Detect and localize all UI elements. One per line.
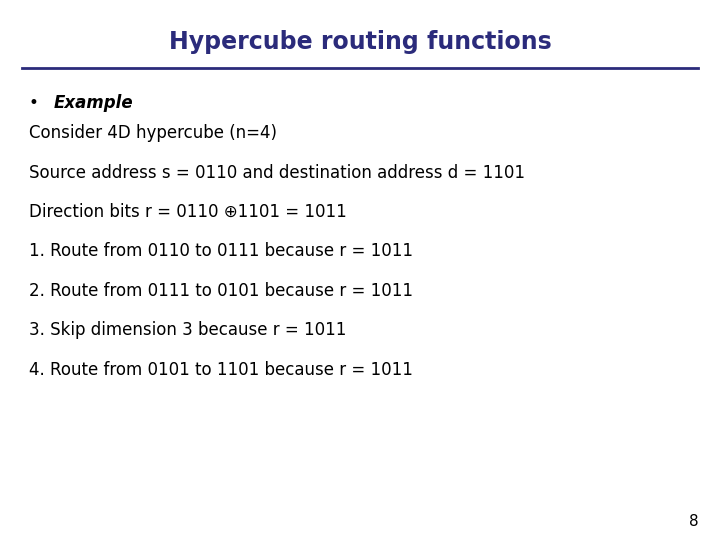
- Text: 1. Route from 0110 to 0111 because r = 1011: 1. Route from 0110 to 0111 because r = 1…: [29, 242, 413, 260]
- Text: Example: Example: [54, 94, 134, 112]
- Text: Source address s = 0110 and destination address d = 1101: Source address s = 0110 and destination …: [29, 164, 525, 181]
- Text: 8: 8: [689, 514, 698, 529]
- Text: 3. Skip dimension 3 because r = 1011: 3. Skip dimension 3 because r = 1011: [29, 321, 346, 339]
- Text: Direction bits r = 0110 ⊕1101 = 1011: Direction bits r = 0110 ⊕1101 = 1011: [29, 203, 346, 221]
- Text: •: •: [29, 94, 39, 112]
- Text: Consider 4D hypercube (n=4): Consider 4D hypercube (n=4): [29, 124, 276, 142]
- Text: 2. Route from 0111 to 0101 because r = 1011: 2. Route from 0111 to 0101 because r = 1…: [29, 282, 413, 300]
- Text: Hypercube routing functions: Hypercube routing functions: [168, 30, 552, 53]
- Text: 4. Route from 0101 to 1101 because r = 1011: 4. Route from 0101 to 1101 because r = 1…: [29, 361, 413, 379]
